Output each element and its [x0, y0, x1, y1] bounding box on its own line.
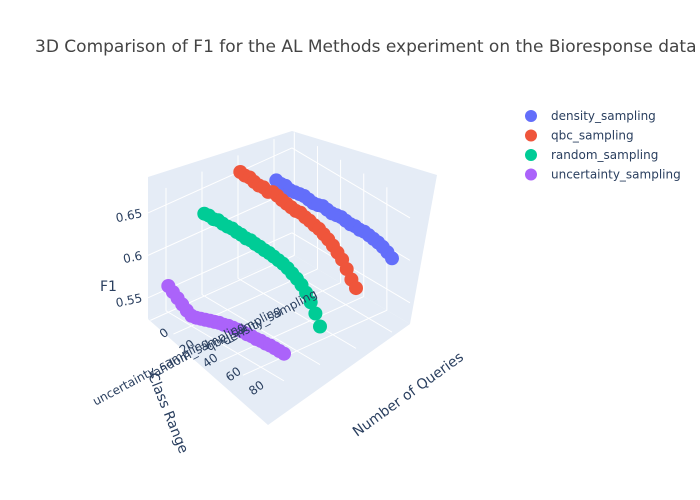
z-tick-label: 0.55: [114, 291, 143, 310]
z-tick-label: 0.6: [122, 249, 144, 267]
legend-label: density_sampling: [551, 109, 656, 123]
legend-item[interactable]: random_sampling: [525, 148, 658, 162]
legend-label: qbc_sampling: [551, 129, 634, 143]
floor-gridline-x: [242, 309, 388, 376]
wall-gridline-z: [291, 147, 411, 219]
point-density_sampling[interactable]: [385, 251, 399, 266]
z-axis-ticks: 0.55 0.6 0.65: [114, 206, 143, 310]
floor-gridline-x: [196, 282, 341, 349]
point-qbc_sampling[interactable]: [349, 281, 363, 296]
legend[interactable]: density_sampling qbc_sampling random_sampl…: [525, 109, 681, 182]
floor-gridline-x: [150, 254, 295, 321]
legend-marker: [525, 149, 537, 161]
floor-gridline-x: [219, 296, 364, 363]
legend-marker: [525, 110, 537, 122]
legend-item[interactable]: density_sampling: [525, 109, 656, 123]
z-axis-label: F1: [100, 279, 117, 295]
floor-gridline-y: [201, 294, 321, 366]
legend-marker: [525, 129, 537, 142]
point-random_sampling[interactable]: [308, 306, 323, 321]
legend-item[interactable]: uncertainty_sampling: [525, 168, 681, 182]
legend-item[interactable]: qbc_sampling: [525, 129, 634, 143]
point-qbc_sampling[interactable]: [339, 262, 354, 277]
y-axis-label: Class Range: [144, 371, 191, 456]
floor-gridline-y: [165, 310, 285, 382]
point-random_sampling[interactable]: [313, 319, 327, 334]
scene[interactable]: [147, 131, 437, 425]
point-random_sampling[interactable]: [303, 295, 318, 310]
x-axis-label: Number of Queries: [350, 349, 467, 440]
legend-label: random_sampling: [551, 148, 658, 162]
floor: [148, 254, 410, 425]
legend-label: uncertainty_sampling: [551, 168, 681, 182]
floor-gridline-y: [237, 277, 357, 349]
data-points: [161, 165, 399, 361]
chart-title: 3D Comparison of F1 for the AL Methods e…: [35, 37, 697, 57]
wall-gridline-z: [147, 147, 293, 214]
legend-marker: [525, 168, 537, 181]
z-tick-label: 0.65: [114, 206, 143, 225]
point-uncertainty_sampling[interactable]: [277, 346, 291, 361]
